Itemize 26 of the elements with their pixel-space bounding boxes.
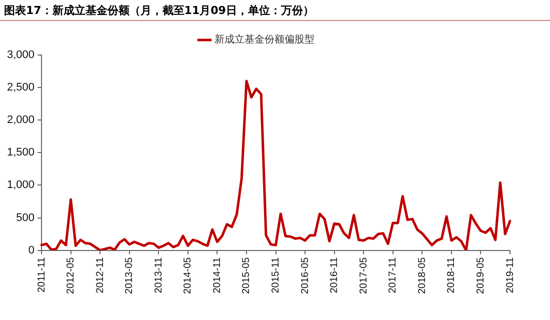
x-tick-label: 2019-11 xyxy=(504,256,516,294)
y-tick-label: 2,000 xyxy=(6,114,35,126)
x-tick-label: 2014-05 xyxy=(182,256,194,294)
x-tick-label: 2012-11 xyxy=(94,256,106,294)
y-tick-label: 1,500 xyxy=(6,146,35,159)
x-tick-label: 2013-11 xyxy=(153,256,164,294)
x-tick-label: 2014-11 xyxy=(212,256,223,294)
x-tick-label: 2012-05 xyxy=(66,256,77,294)
x-tick-label: 2015-11 xyxy=(270,256,282,294)
x-tick-label: 2015-05 xyxy=(241,256,252,294)
x-tick-label: 2017-05 xyxy=(358,256,370,294)
y-tick-label: 0 xyxy=(28,244,35,256)
x-tick-label: 2017-11 xyxy=(388,256,399,294)
x-tick-label: 2016-11 xyxy=(329,256,340,294)
x-tick-label: 2011-11 xyxy=(36,256,48,293)
x-tick-label: 2016-05 xyxy=(300,256,311,294)
x-tick-label: 2018-05 xyxy=(416,256,428,294)
y-tick-label: 2,500 xyxy=(6,82,35,94)
y-tick-label: 1,000 xyxy=(6,179,35,192)
y-tick-label: 500 xyxy=(16,212,35,224)
x-tick-label: 2013-05 xyxy=(124,256,136,294)
y-tick-label: 3,000 xyxy=(6,49,35,62)
x-tick-label: 2019-05 xyxy=(475,256,486,294)
chart-title: 图表17：新成立基金份额（月，截至11月09日，单位：万份） xyxy=(0,0,550,21)
x-tick-label: 2018-11 xyxy=(446,256,458,294)
legend-label: 新成立基金份额偏股型 xyxy=(214,34,314,46)
